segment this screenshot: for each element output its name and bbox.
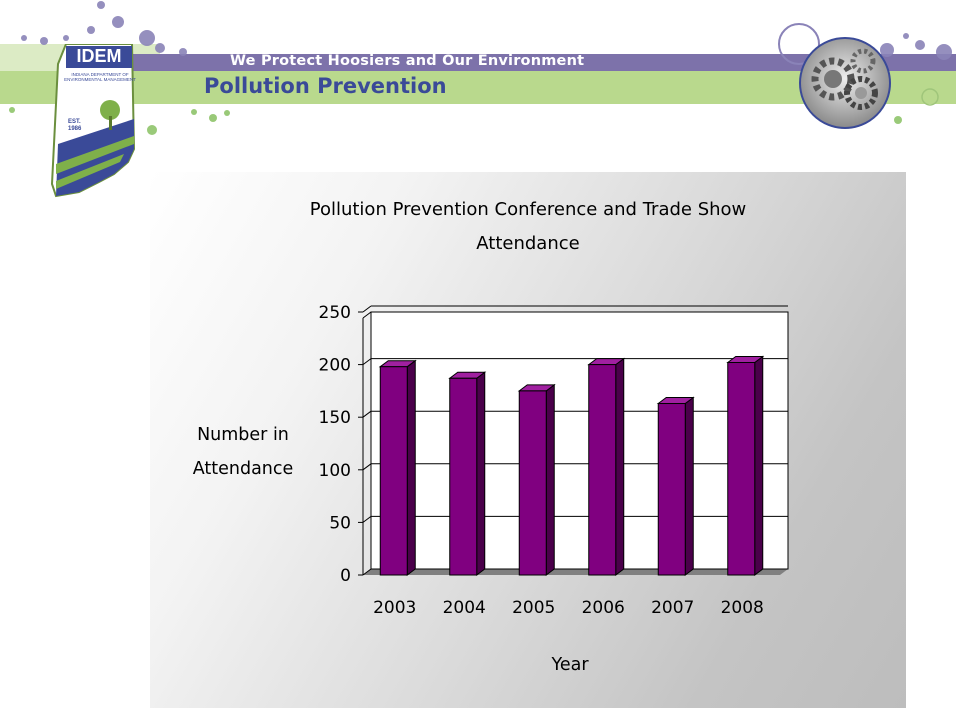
y-axis-label-line1: Number in bbox=[197, 425, 289, 445]
bar-side bbox=[754, 355, 764, 576]
bar-2006 bbox=[588, 364, 617, 576]
y-tick-label: 50 bbox=[329, 513, 351, 533]
slide-title: Pollution Prevention bbox=[204, 74, 447, 98]
chart-title-line1: Pollution Prevention Conference and Trad… bbox=[309, 199, 747, 220]
bar-side bbox=[476, 371, 486, 576]
logo-est: EST. bbox=[68, 119, 81, 125]
chart-panel: Pollution Prevention Conference and Trad… bbox=[150, 172, 906, 708]
header-banner: IDEM INDIANA DEPARTMENT OF ENVIRONMENTAL… bbox=[0, 0, 960, 200]
y-axis-depth bbox=[362, 311, 372, 319]
bar-2007 bbox=[657, 403, 686, 576]
tagline: We Protect Hoosiers and Our Environment bbox=[230, 53, 585, 69]
gears-image bbox=[799, 37, 891, 129]
bar-side bbox=[615, 357, 625, 576]
x-tick-label: 2007 bbox=[651, 598, 694, 618]
x-tick-label: 2008 bbox=[721, 598, 764, 618]
y-axis-label-line2: Attendance bbox=[193, 459, 294, 479]
chart-back-wall bbox=[370, 311, 789, 570]
banner-purple-band bbox=[130, 54, 956, 71]
bar-side bbox=[545, 383, 555, 576]
decorative-bubbles bbox=[9, 1, 952, 135]
bar-side bbox=[684, 396, 694, 576]
bar-2008 bbox=[727, 361, 756, 576]
bar-2003 bbox=[379, 366, 408, 576]
y-tick-label: 250 bbox=[319, 303, 351, 323]
y-tick-label: 0 bbox=[340, 566, 351, 586]
x-tick-label: 2005 bbox=[512, 598, 555, 618]
y-tick-depth bbox=[362, 358, 372, 366]
y-tick-depth bbox=[362, 305, 372, 313]
x-tick-label: 2004 bbox=[443, 598, 486, 618]
logo-year: 1986 bbox=[68, 126, 82, 132]
y-tick-label: 200 bbox=[319, 356, 351, 376]
logo-name: IDEM bbox=[76, 46, 122, 66]
y-tick-label: 150 bbox=[319, 408, 351, 428]
y-tick-label: 100 bbox=[319, 461, 351, 481]
y-tick-depth bbox=[362, 463, 372, 471]
idem-logo bbox=[50, 44, 136, 198]
x-axis-label: Year bbox=[550, 655, 589, 675]
y-tick-depth bbox=[362, 515, 372, 523]
banner-green-band bbox=[0, 71, 956, 104]
logo-line1: INDIANA DEPARTMENT OF bbox=[71, 72, 129, 77]
bar-2004 bbox=[449, 377, 478, 576]
chart-title-line2: Attendance bbox=[476, 233, 580, 254]
x-tick-label: 2003 bbox=[373, 598, 416, 618]
logo-line2: ENVIRONMENTAL MANAGEMENT bbox=[64, 77, 136, 82]
y-tick-depth bbox=[362, 410, 372, 418]
bar-side bbox=[406, 359, 416, 576]
bar-chart: 0 50 100 150 200 250 2003 2004 2005 2006 2007 2008 N… bbox=[193, 303, 789, 675]
chart-floor bbox=[363, 569, 788, 575]
y-tick-depth bbox=[362, 568, 372, 576]
x-tick-label: 2006 bbox=[582, 598, 625, 618]
bar-2005 bbox=[518, 390, 547, 576]
